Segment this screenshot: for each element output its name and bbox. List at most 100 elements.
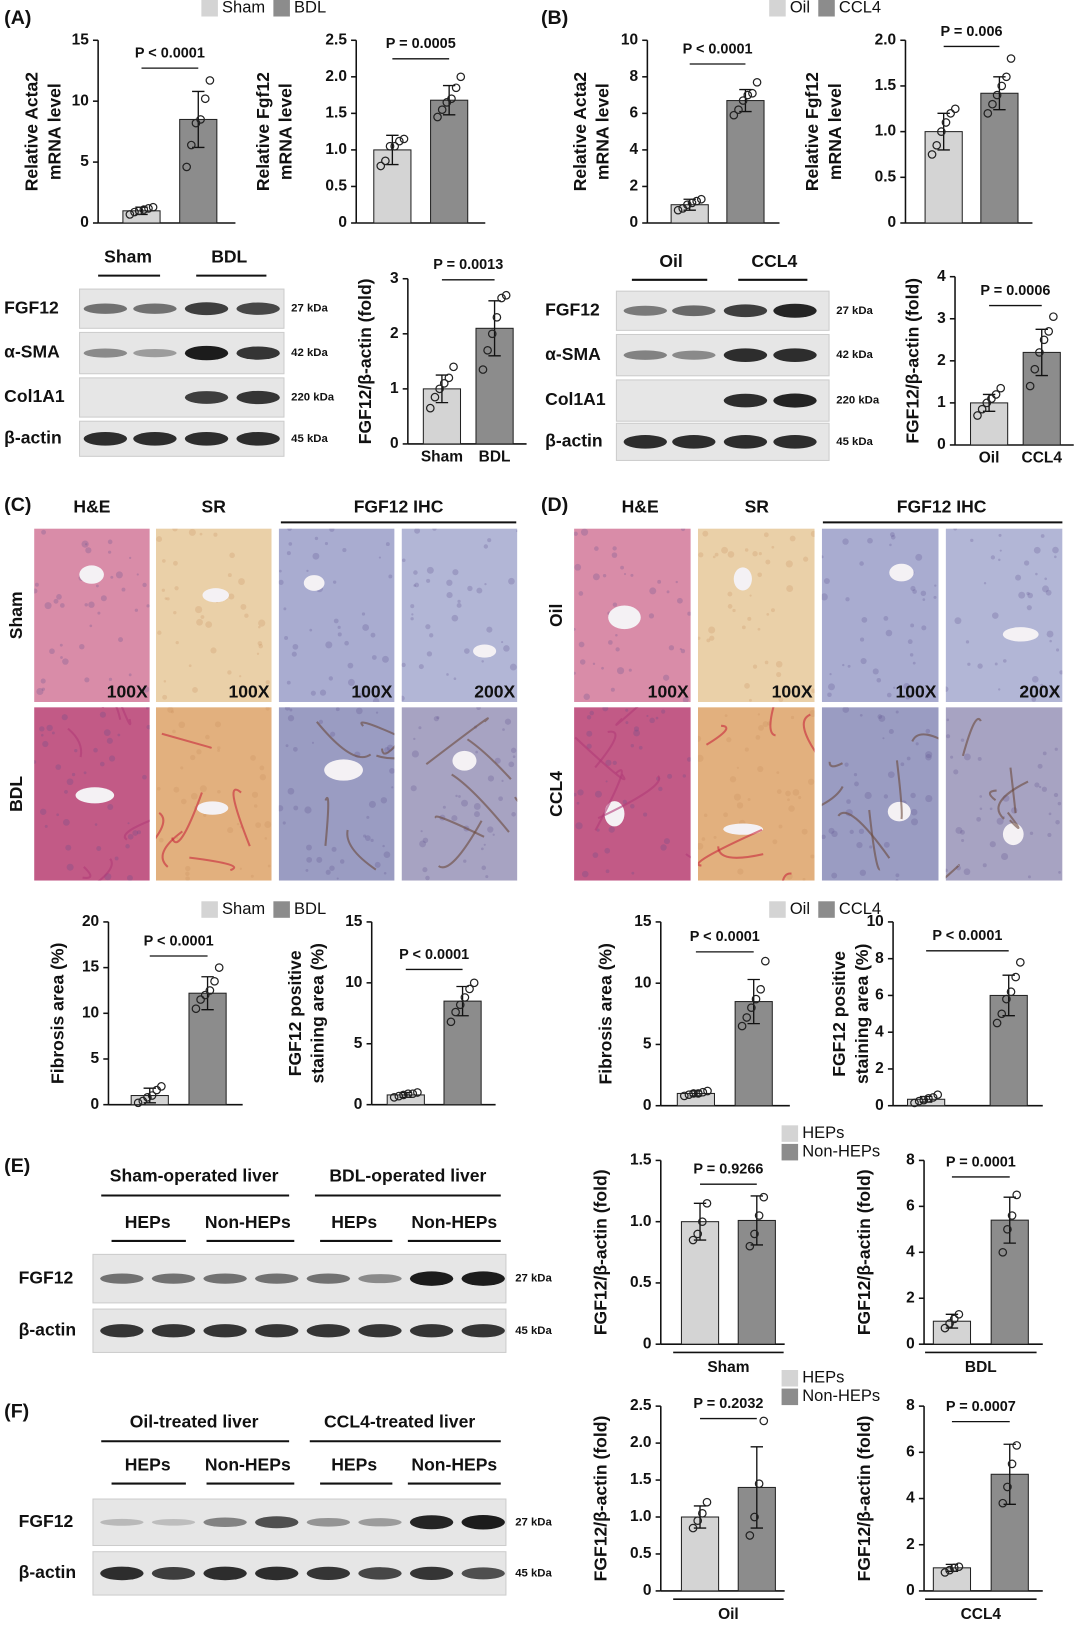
septa xyxy=(1009,767,1017,814)
texture xyxy=(159,837,164,843)
texture xyxy=(413,584,416,587)
texture xyxy=(680,528,686,532)
data-point xyxy=(756,984,766,994)
data-point xyxy=(469,978,479,988)
texture xyxy=(292,643,299,650)
blot-band xyxy=(461,1271,505,1286)
magnification: 100X xyxy=(895,681,936,701)
texture xyxy=(925,751,933,759)
septa xyxy=(574,736,626,781)
texture xyxy=(1048,812,1052,816)
texture xyxy=(258,625,261,629)
texture xyxy=(509,663,517,671)
stain-label: FGF12 IHC xyxy=(897,497,987,517)
p-value: P = 0.0006 xyxy=(980,283,1050,299)
blot-band xyxy=(461,1515,505,1530)
texture xyxy=(293,805,299,811)
y-tick-label: 8 xyxy=(629,68,638,85)
blot-band xyxy=(184,431,229,446)
data-point xyxy=(1030,364,1040,374)
septa xyxy=(1006,811,1020,829)
blot-row-label: β-actin xyxy=(19,1319,77,1339)
y-axis-label: FGF12/β-actin (fold) xyxy=(591,1416,611,1582)
texture xyxy=(660,844,667,851)
blot-band xyxy=(184,391,229,404)
texture xyxy=(476,587,483,594)
texture xyxy=(363,834,367,838)
texture xyxy=(401,662,406,668)
texture xyxy=(702,530,709,537)
y-axis-label: Relative Fgf12 xyxy=(253,72,273,191)
data-point xyxy=(683,200,692,210)
data-point xyxy=(910,1098,919,1108)
blot-band xyxy=(236,346,280,360)
texture xyxy=(484,582,487,586)
texture xyxy=(1040,683,1044,687)
texture xyxy=(608,826,615,833)
texture xyxy=(425,624,431,630)
texture xyxy=(475,750,478,754)
blot-row-label: α-SMA xyxy=(545,344,601,364)
texture xyxy=(55,764,62,770)
texture xyxy=(244,613,249,618)
septa xyxy=(161,732,212,749)
data-point xyxy=(954,1309,964,1319)
texture xyxy=(608,640,613,645)
texture xyxy=(776,789,782,794)
data-point xyxy=(734,105,743,115)
texture xyxy=(342,548,347,553)
data-point xyxy=(693,1516,703,1526)
texture xyxy=(845,597,850,602)
texture xyxy=(200,615,205,619)
stain-label: H&E xyxy=(622,497,659,517)
texture xyxy=(446,579,453,586)
data-point xyxy=(1012,1190,1022,1200)
texture xyxy=(638,745,643,750)
texture xyxy=(893,686,896,689)
texture xyxy=(946,718,950,722)
y-tick-label: 8 xyxy=(906,1152,915,1169)
texture xyxy=(264,821,272,829)
texture xyxy=(810,854,815,859)
y-tick-label: 3 xyxy=(390,270,399,287)
tissue xyxy=(574,707,691,881)
blot-band xyxy=(723,393,768,408)
blot-band xyxy=(83,348,128,358)
blot-band xyxy=(773,303,817,318)
texture xyxy=(306,844,312,851)
blot-band xyxy=(306,1324,351,1338)
y-axis-label: FGF12 positive xyxy=(829,951,849,1077)
texture xyxy=(889,532,895,537)
texture xyxy=(682,696,689,703)
texture xyxy=(309,628,313,632)
texture xyxy=(883,794,889,799)
data-point xyxy=(737,1021,747,1031)
y-axis-label: staining area (%) xyxy=(852,944,872,1084)
texture xyxy=(314,536,319,541)
texture xyxy=(483,544,489,549)
y-tick-label: 10 xyxy=(72,92,89,109)
data-point xyxy=(191,1004,201,1014)
blot-band xyxy=(100,1566,144,1581)
texture xyxy=(778,697,784,703)
texture xyxy=(586,730,593,737)
texture xyxy=(36,687,44,696)
texture xyxy=(74,749,78,753)
texture xyxy=(821,555,824,559)
texture xyxy=(1034,782,1040,788)
texture xyxy=(697,735,702,742)
x-axis-label: CCL4 xyxy=(961,1606,1002,1623)
blot-row-label: β-actin xyxy=(4,427,62,447)
texture xyxy=(785,560,793,568)
texture xyxy=(173,786,180,793)
texture xyxy=(474,811,480,818)
texture xyxy=(228,593,235,600)
blot-band xyxy=(358,1567,402,1580)
blot-kda: 45 kDa xyxy=(291,433,328,445)
vessel xyxy=(889,563,914,582)
texture xyxy=(88,601,95,608)
texture xyxy=(455,794,458,798)
histology-image xyxy=(574,707,691,881)
texture xyxy=(142,686,150,693)
septa xyxy=(769,707,776,737)
